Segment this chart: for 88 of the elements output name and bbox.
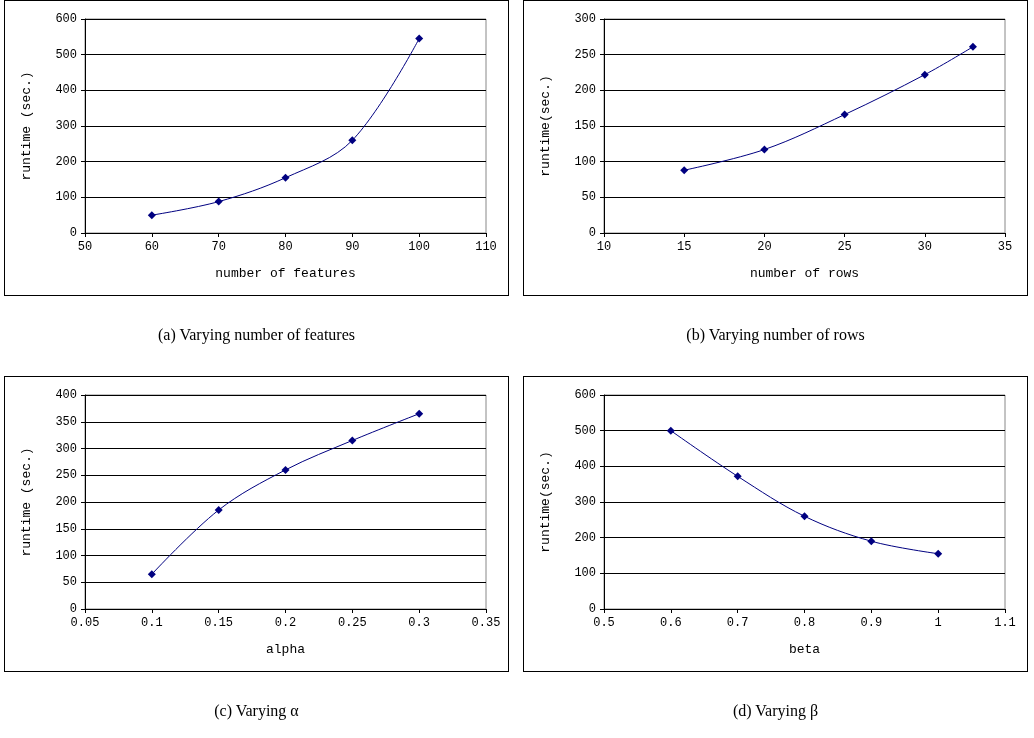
y-tick-label: 200: [55, 495, 77, 509]
x-tick-label: 0.8: [793, 616, 816, 630]
x-tick-label: 35: [997, 240, 1013, 254]
x-tick-label: 0.9: [860, 616, 883, 630]
point: [415, 409, 424, 418]
x-tick-label: 1.1: [994, 616, 1016, 630]
y-tick-label: 250: [574, 47, 596, 62]
x-tick-label: 0.6: [660, 616, 682, 630]
y-tick-label: 300: [55, 119, 77, 133]
point: [733, 472, 742, 481]
x-tick-label: 0.7: [726, 616, 749, 630]
y-tick-label: 200: [574, 83, 596, 98]
x-tick-label: 0.25: [337, 616, 367, 630]
text: (c) Varying α: [213, 702, 300, 720]
x-tick-label: 0.2: [274, 616, 297, 630]
text: (d) Varying β: [731, 702, 820, 720]
point: [666, 426, 675, 435]
point: [214, 197, 223, 206]
y-tick-label: 0: [588, 602, 596, 616]
y-tick-label: 150: [55, 521, 77, 536]
y-tick-label: 50: [62, 575, 77, 590]
y-tick-label: 0: [588, 226, 596, 240]
y-tick-label: 100: [55, 190, 77, 205]
y-axis-title: runtime(sec.): [538, 75, 553, 177]
x-axis-title: number of features: [215, 266, 356, 281]
x-axis-title: beta: [788, 642, 821, 657]
x-tick-label: 0.15: [204, 616, 234, 630]
y-tick-label: 400: [55, 388, 77, 402]
y-tick-label: 100: [574, 566, 596, 581]
y-tick-label: 300: [574, 495, 596, 509]
x-tick-label: 110: [475, 240, 497, 254]
text: (a) Varying number of features: [157, 326, 356, 344]
y-tick-label: 400: [574, 459, 596, 474]
point: [968, 42, 977, 51]
point: [760, 145, 769, 154]
point: [348, 436, 357, 445]
point: [934, 549, 943, 558]
y-tick-label: 150: [574, 119, 596, 133]
x-tick-label: 25: [837, 240, 852, 254]
x-tick-label: 70: [211, 240, 226, 254]
point: [840, 110, 849, 119]
point: [867, 537, 876, 546]
x-tick-label: 60: [144, 240, 160, 254]
y-tick-label: 300: [55, 441, 77, 456]
y-axis-title: runtime(sec.): [538, 451, 553, 553]
point: [281, 465, 290, 474]
x-tick-label: 20: [757, 240, 772, 254]
y-tick-label: 100: [55, 548, 77, 563]
x-tick-label: 90: [345, 240, 360, 254]
y-tick-label: 600: [55, 12, 77, 26]
point: [147, 211, 156, 220]
y-tick-label: 600: [574, 388, 596, 402]
y-tick-label: 50: [581, 190, 596, 205]
x-tick-label: 100: [408, 240, 430, 254]
y-tick-label: 250: [55, 468, 77, 483]
y-tick-label: 350: [55, 414, 77, 429]
y-tick-label: 200: [574, 530, 596, 545]
y-tick-label: 300: [574, 12, 596, 26]
y-tick-label: 400: [55, 83, 77, 98]
y-tick-label: 0: [69, 602, 77, 616]
point: [281, 173, 290, 182]
x-axis-title: alpha: [265, 642, 306, 657]
x-tick-label: 0.35: [471, 616, 501, 630]
y-tick-label: 0: [69, 226, 77, 240]
y-tick-label: 100: [574, 154, 596, 169]
x-tick-label: 15: [677, 240, 692, 254]
y-tick-label: 200: [55, 154, 77, 169]
point: [415, 34, 424, 43]
y-axis-title: runtime (sec.): [19, 447, 34, 557]
x-tick-label: 0.1: [141, 616, 163, 630]
x-tick-label: 0.3: [408, 616, 430, 630]
y-tick-label: 500: [574, 423, 596, 438]
x-tick-label: 30: [917, 240, 932, 254]
x-tick-label: 10: [596, 240, 612, 254]
y-axis-title: runtime (sec.): [19, 71, 34, 181]
x-tick-label: 0.05: [70, 616, 100, 630]
x-tick-label: 1: [934, 616, 942, 630]
point: [680, 166, 689, 175]
point: [214, 506, 223, 515]
point: [147, 570, 156, 579]
y-tick-label: 500: [55, 47, 77, 62]
x-tick-label: 80: [278, 240, 293, 254]
x-axis-title: number of rows: [749, 266, 860, 281]
point: [348, 136, 357, 145]
point: [920, 70, 929, 79]
point: [800, 512, 809, 521]
text: (b) Varying number of rows: [685, 326, 866, 344]
x-tick-label: 0.5: [593, 616, 615, 630]
